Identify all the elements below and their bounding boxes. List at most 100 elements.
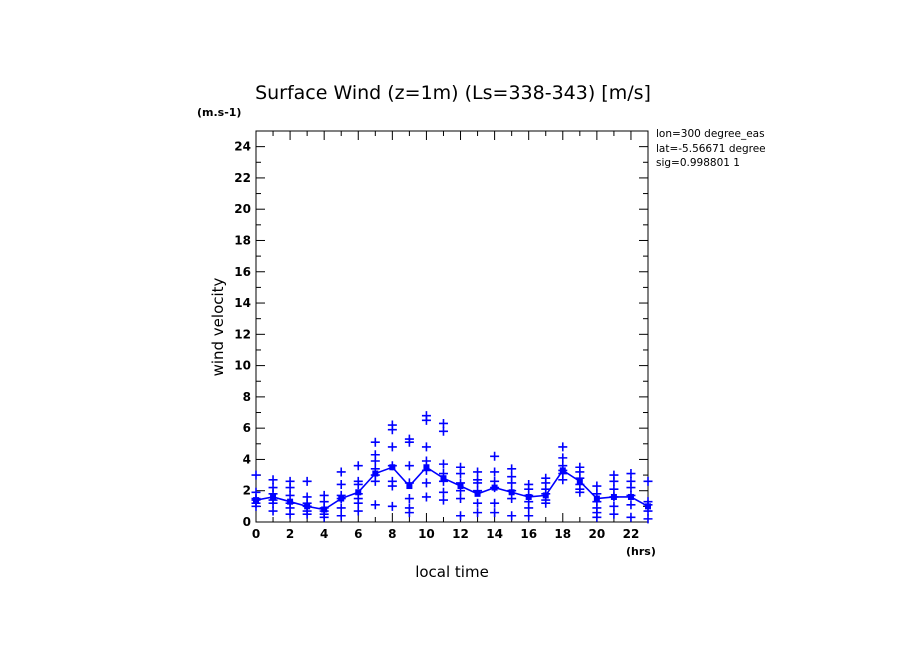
y-tick-label: 10 [234, 359, 251, 373]
scatter-point [370, 476, 380, 486]
plot-frame [255, 130, 649, 523]
chart-title: Surface Wind (z=1m) (Ls=338-343) [m/s] [255, 82, 651, 104]
scatter-point [609, 509, 619, 519]
scatter-point [421, 415, 431, 425]
scatter-point [626, 500, 636, 510]
scatter-point [473, 508, 483, 518]
scatter-point [285, 490, 295, 500]
info-line-lon: lon=300 degree_eas [656, 128, 765, 140]
scatter-point [370, 456, 380, 466]
mean-line-marker [440, 475, 447, 482]
scatter-point [438, 487, 448, 497]
mean-line-marker [610, 493, 617, 500]
mean-line-marker [372, 470, 379, 477]
mean-line-marker [287, 498, 294, 505]
scatter-point [558, 453, 568, 463]
mean-line-marker [389, 464, 396, 471]
scatter-point [387, 442, 397, 452]
scatter-point [438, 426, 448, 436]
y-tick-label: 20 [234, 202, 251, 216]
scatter-point [473, 498, 483, 508]
mean-line-marker [627, 493, 634, 500]
x-tick-label: 16 [520, 527, 537, 541]
scatter-point [387, 481, 397, 491]
mean-line-marker [253, 497, 259, 504]
y-tick-label: 16 [234, 265, 251, 279]
x-tick-label: 20 [589, 527, 606, 541]
scatter-point [626, 483, 636, 493]
scatter-point [353, 498, 363, 508]
scatter-point [456, 494, 466, 504]
mean-line-marker [423, 464, 430, 471]
mean-line-marker [355, 489, 362, 496]
scatter-point [285, 483, 295, 493]
y-tick-label: 14 [234, 296, 251, 310]
mean-line-marker [270, 493, 277, 500]
x-unit-label: (hrs) [626, 545, 656, 558]
scatter-point [438, 495, 448, 505]
scatter-point [370, 500, 380, 510]
y-axis-label: wind velocity [209, 277, 227, 376]
scatter-point [421, 442, 431, 452]
y-tick-label: 22 [234, 171, 251, 185]
mean-line-marker [645, 503, 651, 510]
scatter-point [490, 451, 500, 461]
mean-line-marker [491, 484, 498, 491]
scatter-point [285, 509, 295, 519]
scatter-point [268, 475, 278, 485]
scatter-point [626, 469, 636, 479]
scatter-point [336, 467, 346, 477]
scatter-point [302, 509, 312, 519]
scatter-point [558, 475, 568, 485]
scatter-point [626, 512, 636, 522]
scatter-point [421, 478, 431, 488]
scatter-point [507, 478, 517, 488]
y-tick-label: 0 [243, 515, 251, 529]
scatter-point [268, 498, 278, 508]
scatter-point [473, 467, 483, 477]
y-tick-label: 4 [243, 452, 251, 466]
scatter-point [370, 437, 380, 447]
scatter-point [336, 503, 346, 513]
scatter-point [490, 467, 500, 477]
scatter-point [524, 503, 534, 513]
scatter-point [302, 476, 312, 486]
mean-line-marker [304, 503, 311, 510]
x-tick-label: 10 [418, 527, 435, 541]
scatter-point [524, 511, 534, 521]
mean-line-marker [457, 483, 464, 490]
mean-line-marker [508, 489, 515, 496]
scatter-point [507, 511, 517, 521]
y-tick-label: 2 [243, 484, 251, 498]
mean-line-marker [593, 495, 600, 502]
mean-line-marker [338, 495, 345, 502]
scatter-point [268, 506, 278, 516]
scatter-point [438, 459, 448, 469]
scatter-point [490, 508, 500, 518]
x-tick-label: 6 [354, 527, 362, 541]
scatter-point [541, 498, 551, 508]
x-tick-label: 22 [623, 527, 640, 541]
scatter-point [404, 508, 414, 518]
scatter-point [353, 461, 363, 471]
scatter-point [575, 487, 585, 497]
scatter-point [336, 479, 346, 489]
x-tick-label: 18 [554, 527, 571, 541]
mean-line-marker [559, 467, 566, 474]
scatter-point [353, 479, 363, 489]
scatter-point [387, 501, 397, 511]
mean-line-marker [542, 492, 549, 499]
scatter-point [456, 469, 466, 479]
scatter-point [353, 506, 363, 516]
y-tick-label: 6 [243, 421, 251, 435]
scatter-point [592, 512, 602, 522]
scatter-point [609, 484, 619, 494]
x-tick-label: 14 [486, 527, 503, 541]
scatter-point [404, 461, 414, 471]
scatter-point [507, 464, 517, 474]
y-tick-label: 12 [234, 327, 251, 341]
scatter-point [336, 511, 346, 521]
mean-line-marker [474, 490, 481, 497]
scatter-point [404, 437, 414, 447]
